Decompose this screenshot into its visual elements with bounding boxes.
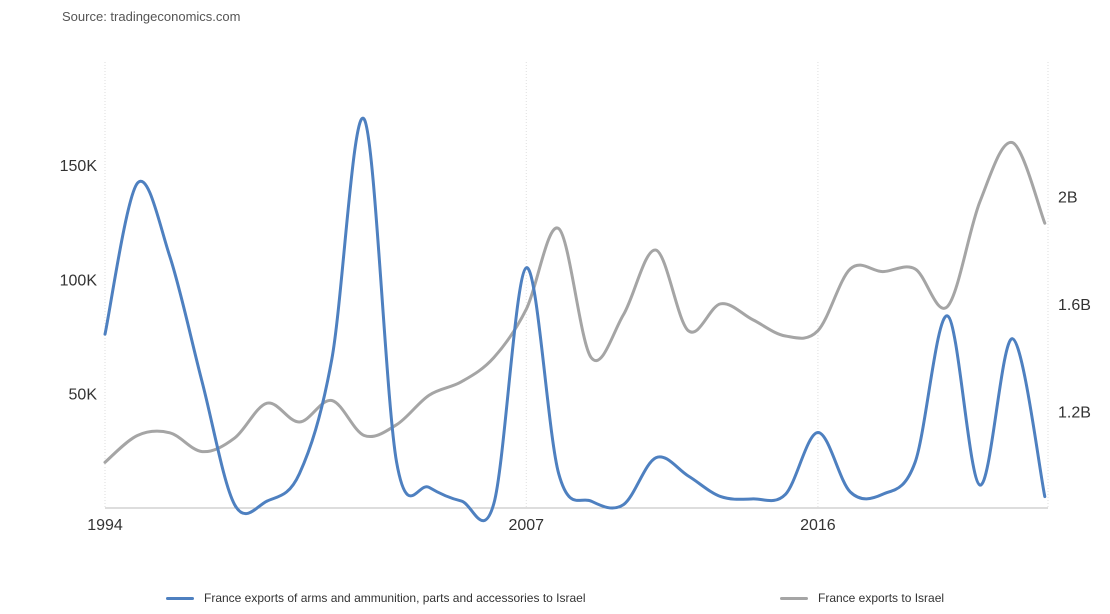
source-label: Source: tradingeconomics.com xyxy=(62,9,241,24)
legend-swatch-arms xyxy=(166,596,194,600)
series-layer xyxy=(103,116,1047,523)
y-right-tick-label-2: 2B xyxy=(1058,189,1078,206)
line-chart: 1994 2007 2016 50K 100K 150K 1.2B 1.6B 2B xyxy=(60,62,1091,534)
legend-label-arms: France exports of arms and ammunition, p… xyxy=(204,591,586,605)
y-right-tick-label-1: 1.6B xyxy=(1058,297,1091,314)
legend-item-arms[interactable]: France exports of arms and ammunition, p… xyxy=(166,591,586,605)
series-line-total-exports xyxy=(103,141,1047,464)
y-left-tick-label-0: 50K xyxy=(69,387,98,404)
grid-lines xyxy=(104,62,1049,508)
legend-swatch-exports xyxy=(780,596,808,600)
legend-label-exports: France exports to Israel xyxy=(818,591,945,605)
x-tick-label-0: 1994 xyxy=(87,517,123,534)
y-right-tick-label-0: 1.2B xyxy=(1058,404,1091,421)
series-line-arms-exports xyxy=(103,116,1047,523)
legend-item-exports[interactable]: France exports to Israel xyxy=(780,591,944,605)
x-tick-label-2: 2016 xyxy=(800,517,836,534)
y-left-tick-label-2: 150K xyxy=(60,158,98,175)
tick-labels: 1994 2007 2016 50K 100K 150K 1.2B 1.6B 2B xyxy=(60,158,1091,534)
legend: France exports of arms and ammunition, p… xyxy=(0,591,1110,611)
y-left-tick-label-1: 100K xyxy=(60,272,98,289)
x-tick-label-1: 2007 xyxy=(508,517,544,534)
